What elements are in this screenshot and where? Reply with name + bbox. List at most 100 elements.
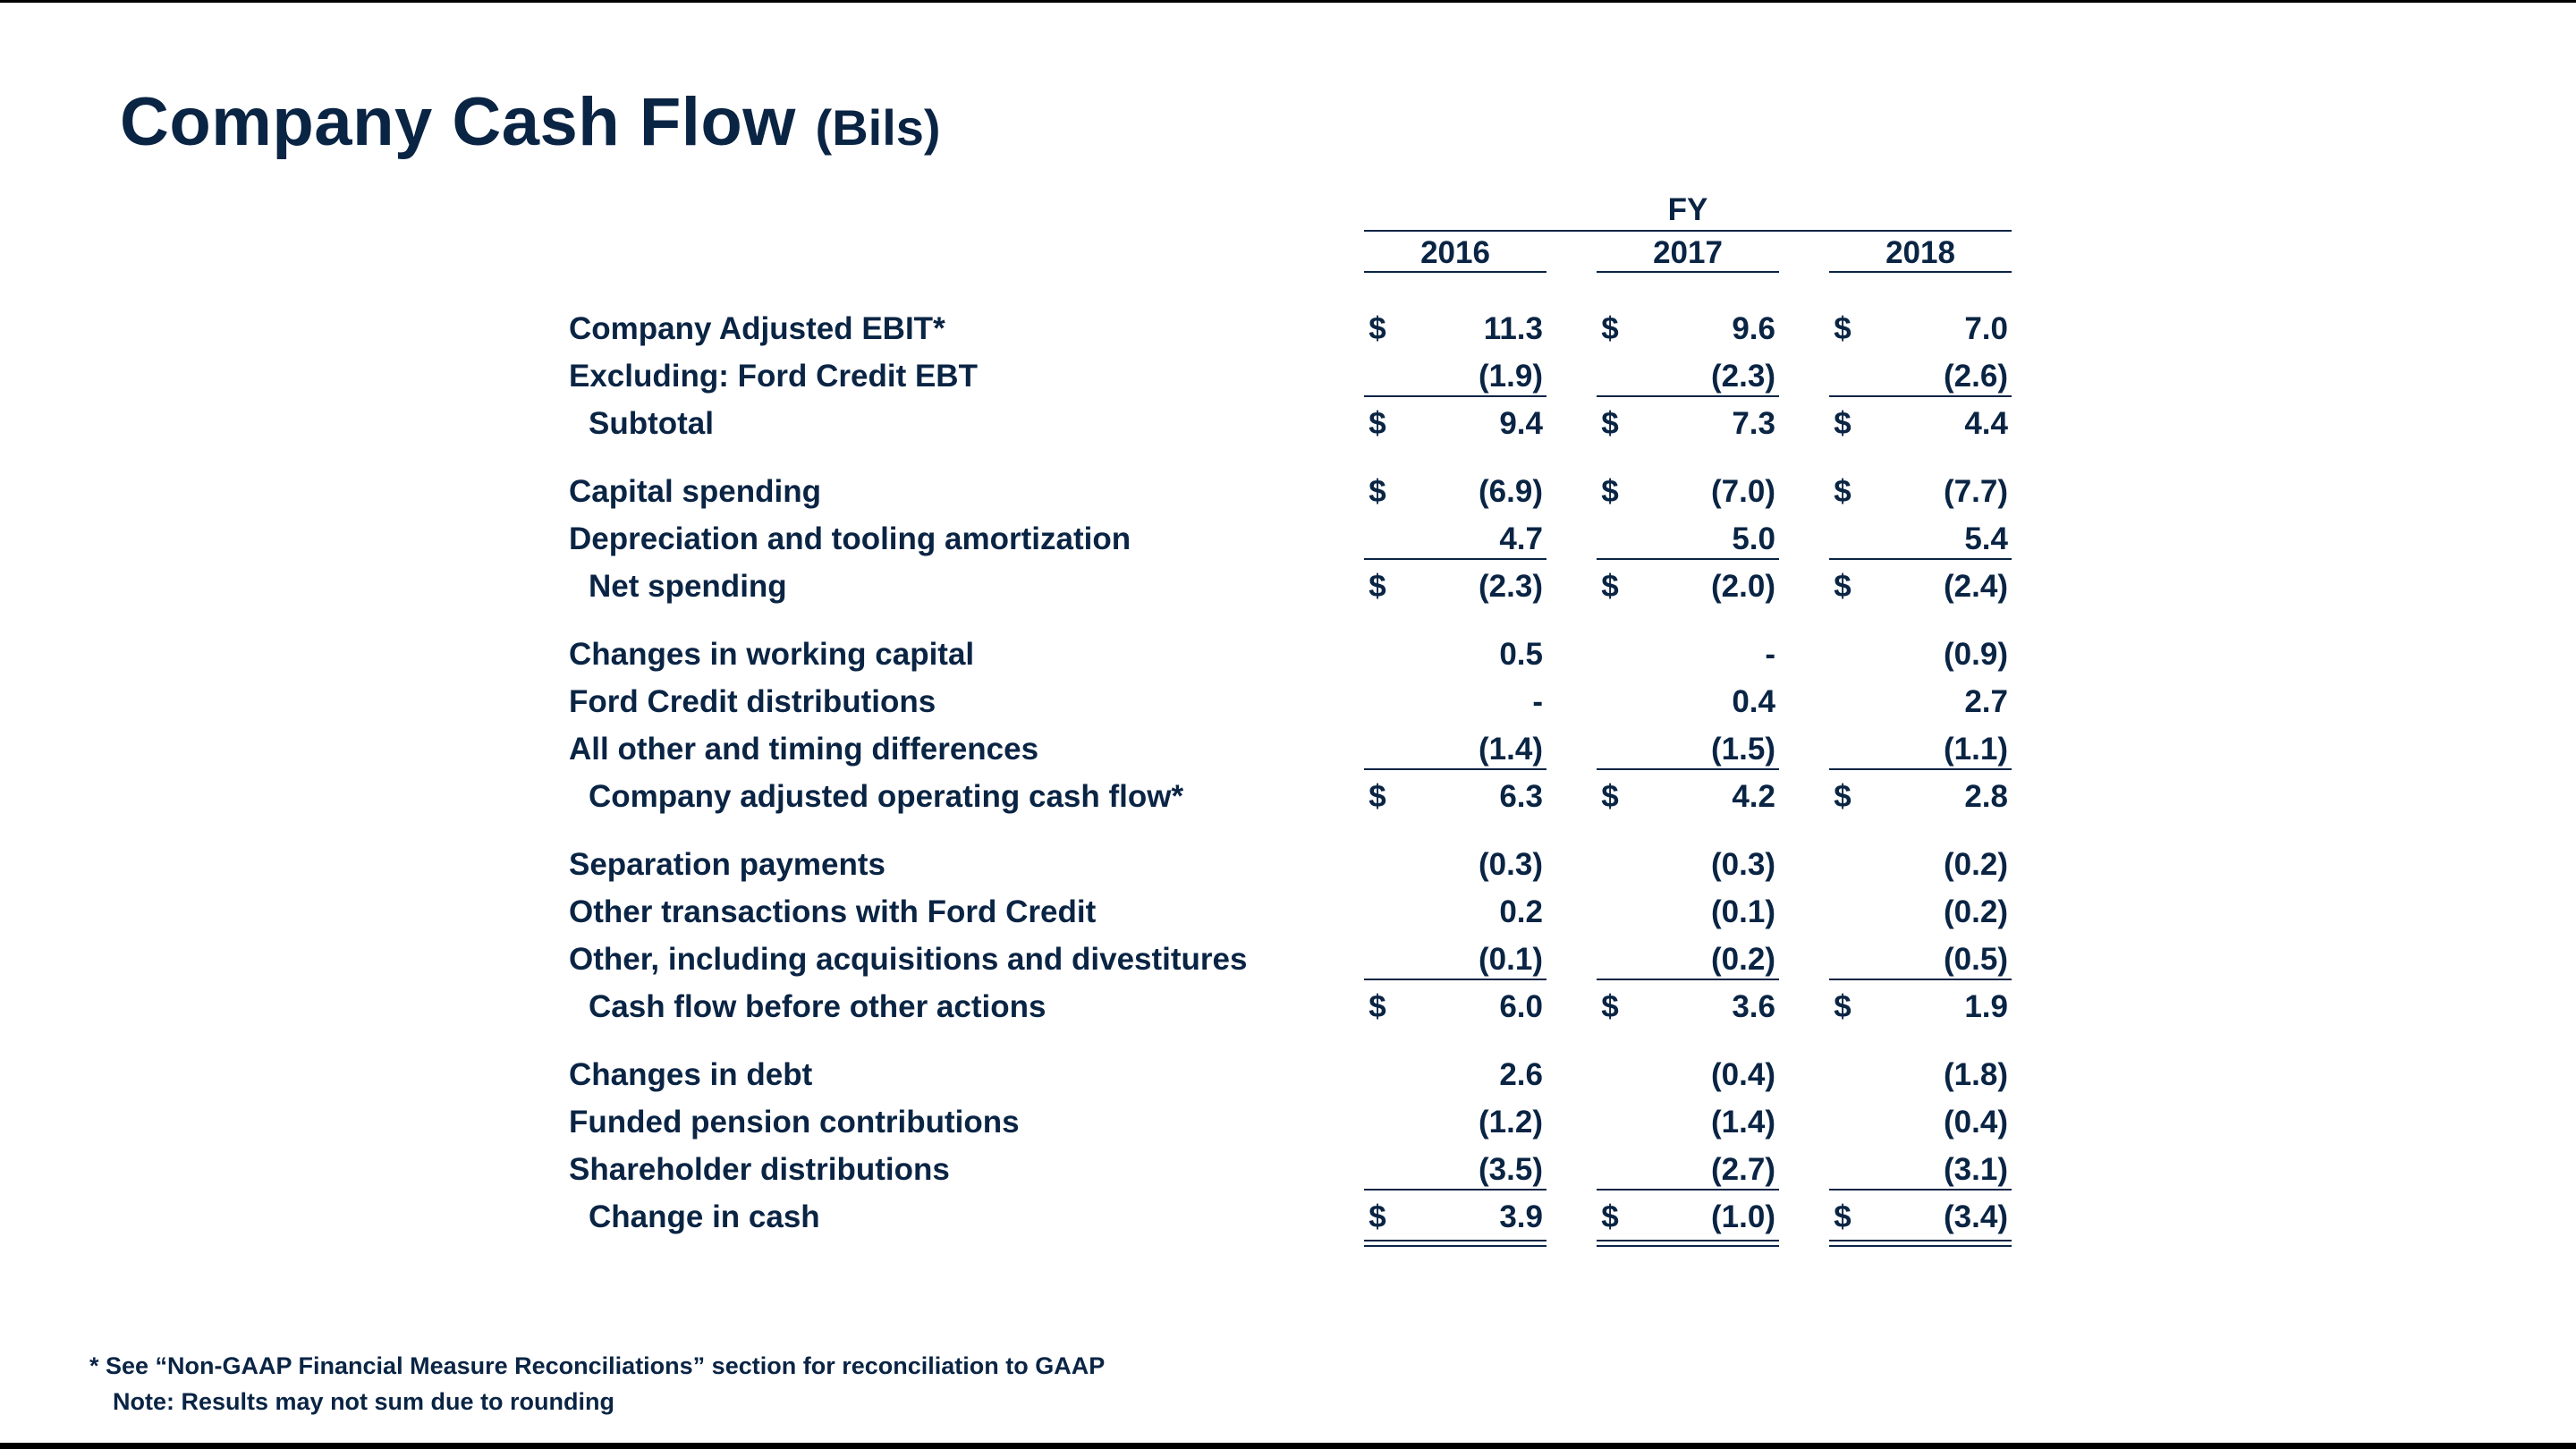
cell-value-2018: 4.4: [1964, 406, 2008, 441]
cell-value-2018: 5.4: [1964, 521, 2008, 556]
cell-value-2016: 4.7: [1499, 521, 1543, 556]
year-header-rule-2: [1829, 271, 2012, 273]
currency-symbol: $: [1368, 1199, 1386, 1234]
row-label: Other transactions with Ford Credit: [569, 894, 1097, 929]
total-double-rule: [1597, 1240, 1779, 1241]
fy-header: FY: [1667, 192, 1708, 227]
year-header-2: 2018: [1885, 235, 1955, 270]
currency-symbol: $: [1834, 989, 1852, 1024]
subtotal-rule: [1364, 558, 1546, 560]
subtotal-rule: [1597, 1189, 1779, 1191]
cell-value-2016: (0.1): [1479, 942, 1543, 977]
total-double-rule: [1364, 1245, 1546, 1247]
cell-value-2017: 9.6: [1732, 311, 1775, 346]
row-label: Shareholder distributions: [569, 1152, 950, 1187]
total-double-rule: [1597, 1245, 1779, 1247]
cell-value-2016: (1.2): [1479, 1105, 1543, 1140]
cell-value-2017: 3.6: [1732, 989, 1775, 1024]
cell-value-2017: (1.5): [1711, 732, 1775, 767]
year-header-rule-0: [1364, 271, 1546, 273]
cell-value-2016: (1.4): [1479, 732, 1543, 767]
year-header-1: 2017: [1653, 235, 1723, 270]
cell-value-2018: (0.2): [1944, 847, 2008, 882]
row-label: Cash flow before other actions: [589, 989, 1046, 1024]
row-label: Changes in working capital: [569, 637, 975, 672]
cell-value-2018: (3.4): [1944, 1199, 2008, 1234]
subtotal-rule: [1829, 768, 2012, 770]
subtotal-rule: [1829, 1189, 2012, 1191]
total-double-rule: [1829, 1240, 2012, 1241]
cell-value-2018: (0.5): [1944, 942, 2008, 977]
subtotal-rule: [1829, 558, 2012, 560]
cell-value-2016: (3.5): [1479, 1152, 1543, 1187]
row-label: Capital spending: [569, 474, 821, 509]
cell-value-2016: 3.9: [1499, 1199, 1543, 1234]
subtotal-rule: [1597, 395, 1779, 397]
cell-value-2017: 0.4: [1732, 684, 1775, 719]
footnote-rounding: Note: Results may not sum due to roundin…: [113, 1388, 615, 1415]
cell-value-2018: (2.4): [1944, 569, 2008, 604]
cell-value-2016: 0.2: [1499, 894, 1543, 929]
row-label: Funded pension contributions: [569, 1105, 1020, 1140]
row-label: Changes in debt: [569, 1057, 813, 1092]
row-label: Subtotal: [589, 406, 714, 441]
cell-value-2016: 0.5: [1499, 637, 1543, 672]
cell-value-2018: 7.0: [1964, 311, 2008, 346]
cell-value-2018: 2.7: [1964, 684, 2008, 719]
bottom-border: [0, 1443, 2576, 1449]
currency-symbol: $: [1601, 406, 1619, 441]
total-double-rule: [1829, 1245, 2012, 1247]
cell-value-2018: (2.6): [1944, 359, 2008, 394]
currency-symbol: $: [1368, 779, 1386, 814]
row-label: Depreciation and tooling amortization: [569, 521, 1131, 556]
fy-header-rule: [1364, 230, 2012, 232]
currency-symbol: $: [1368, 474, 1386, 509]
total-double-rule: [1364, 1240, 1546, 1241]
subtotal-rule: [1364, 768, 1546, 770]
cell-value-2016: 6.0: [1499, 989, 1543, 1024]
row-label: Other, including acquisitions and divest…: [569, 942, 1248, 977]
cell-value-2016: 6.3: [1499, 779, 1543, 814]
cell-value-2018: (1.1): [1944, 732, 2008, 767]
currency-symbol: $: [1601, 474, 1619, 509]
currency-symbol: $: [1834, 474, 1852, 509]
cell-value-2017: (1.0): [1711, 1199, 1775, 1234]
currency-symbol: $: [1834, 569, 1852, 604]
row-label: Excluding: Ford Credit EBT: [569, 359, 978, 394]
currency-symbol: $: [1834, 311, 1852, 346]
year-header-0: 2016: [1420, 235, 1490, 270]
cell-value-2018: (0.4): [1944, 1105, 2008, 1140]
subtotal-rule: [1829, 395, 2012, 397]
cell-value-2018: (7.7): [1944, 474, 2008, 509]
subtotal-rule: [1597, 768, 1779, 770]
currency-symbol: $: [1601, 989, 1619, 1024]
year-header-rule-1: [1597, 271, 1779, 273]
subtotal-rule: [1364, 979, 1546, 980]
currency-symbol: $: [1368, 569, 1386, 604]
footnote-non-gaap: * See “Non-GAAP Financial Measure Reconc…: [89, 1352, 1106, 1379]
currency-symbol: $: [1601, 1199, 1619, 1234]
page-title-unit: (Bils): [815, 99, 941, 156]
cell-value-2018: (0.9): [1944, 637, 2008, 672]
row-label: Ford Credit distributions: [569, 684, 936, 719]
page-title-main: Company Cash Flow: [120, 84, 796, 160]
cell-value-2018: (3.1): [1944, 1152, 2008, 1187]
cell-value-2016: 9.4: [1499, 406, 1543, 441]
cell-value-2018: 2.8: [1964, 779, 2008, 814]
cell-value-2017: 5.0: [1732, 521, 1775, 556]
cell-value-2016: 2.6: [1499, 1057, 1543, 1092]
currency-symbol: $: [1368, 311, 1386, 346]
cell-value-2016: (6.9): [1479, 474, 1543, 509]
page-title: Company Cash Flow (Bils): [120, 82, 941, 168]
row-label: Change in cash: [589, 1199, 820, 1234]
currency-symbol: $: [1834, 779, 1852, 814]
row-label: Net spending: [589, 569, 787, 604]
cell-value-2017: (0.1): [1711, 894, 1775, 929]
cell-value-2016: (0.3): [1479, 847, 1543, 882]
row-label: Separation payments: [569, 847, 886, 882]
currency-symbol: $: [1834, 406, 1852, 441]
currency-symbol: $: [1368, 989, 1386, 1024]
cell-value-2016: 11.3: [1483, 311, 1543, 346]
row-label: All other and timing differences: [569, 732, 1039, 767]
currency-symbol: $: [1601, 311, 1619, 346]
